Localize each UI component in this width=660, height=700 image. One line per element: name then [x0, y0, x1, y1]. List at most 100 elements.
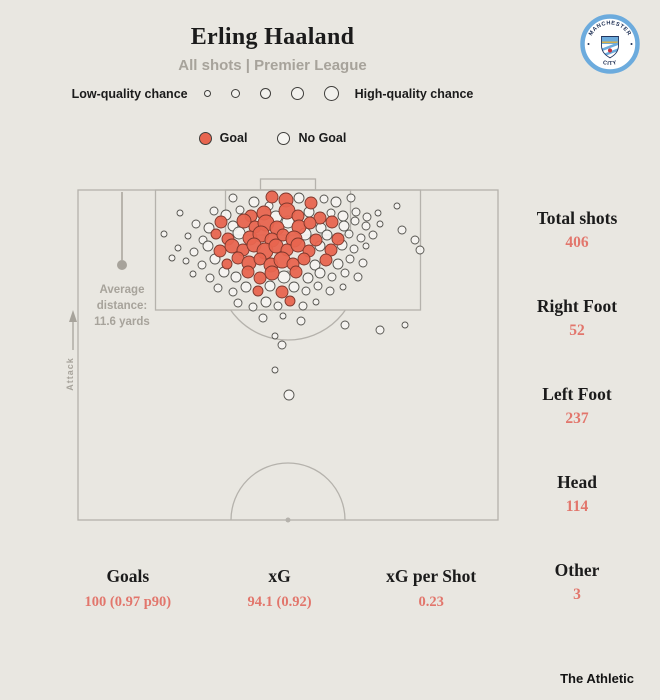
goal-shot-dot	[319, 253, 333, 267]
avg-distance-text-line2: distance:	[97, 300, 148, 312]
goal-shot-dot	[284, 295, 296, 307]
no-goal-shot-dot	[401, 321, 409, 329]
no-goal-shot-dot	[202, 240, 214, 252]
no-goal-shot-dot	[258, 313, 268, 323]
no-goal-shot-dot	[313, 281, 323, 291]
club-badge-graphic: MANCHESTER CITY	[580, 14, 640, 74]
goal-frame	[259, 178, 317, 191]
stat-value: 52	[569, 322, 585, 339]
no-goal-shot-dot	[203, 222, 215, 234]
no-goal-shot-dot	[330, 196, 342, 208]
no-goal-shot-dot	[283, 389, 295, 401]
stat-label: Total shots	[536, 208, 618, 228]
no-goal-shot-dot	[191, 219, 201, 229]
subtitle: All shots | Premier League	[178, 57, 367, 74]
no-goal-shot-dot	[182, 257, 190, 265]
stat-xg-per-shot: xG per Shot 0.23	[355, 566, 507, 611]
no-goal-shot-dot	[321, 229, 333, 241]
no-goal-shot-dot	[309, 259, 321, 271]
stat-label: Left Foot	[542, 384, 612, 404]
quality-size-dot	[290, 87, 304, 100]
goal-shot-dot	[221, 258, 233, 270]
stat-label: Head	[557, 472, 597, 492]
no-goal-shot-dot	[260, 296, 272, 308]
quality-size-dot	[203, 90, 211, 97]
stat-left-foot: Left Foot 237	[502, 384, 652, 472]
no-goal-shot-dot	[340, 268, 350, 278]
goal-shot-dot	[241, 265, 255, 279]
quality-size-dot	[323, 86, 339, 101]
goal-shot-dot	[325, 215, 339, 229]
goal-shot-dot	[210, 228, 222, 240]
no-goal-shot-dot	[340, 320, 350, 330]
low-quality-label: Low-quality chance	[71, 86, 188, 101]
no-goal-shot-dot	[230, 271, 242, 283]
goal-label: Goal	[219, 131, 248, 145]
no-goal-shot-dot	[351, 207, 361, 217]
stat-value: 406	[565, 234, 589, 251]
no-goal-shot-dot	[248, 302, 258, 312]
no-goal-shot-dot	[273, 301, 283, 311]
goal-shot-dot	[264, 265, 280, 281]
goal-shot-dot	[331, 232, 345, 246]
no-goal-shot-dot	[410, 235, 420, 245]
summary-stats: Goals 100 (0.97 p90) xG 94.1 (0.92) xG p…	[52, 566, 507, 611]
svg-text:CITY: CITY	[602, 60, 618, 67]
goal-shot-dot	[213, 244, 227, 258]
center-circle	[230, 462, 346, 521]
club-badge: MANCHESTER CITY	[580, 14, 640, 74]
no-goal-label: No Goal	[298, 131, 347, 145]
average-distance-marker	[117, 192, 127, 270]
no-goal-shot-dot	[293, 192, 305, 204]
no-goal-shot-dot	[314, 267, 326, 279]
no-goal-shot-dot	[279, 312, 287, 320]
goal-shot-dot	[252, 285, 264, 297]
quality-size-dot	[230, 89, 240, 98]
no-goal-shot-dot	[228, 193, 238, 203]
stat-label: Other	[554, 560, 600, 580]
no-goal-shot-dot	[168, 254, 176, 262]
goal-shot-dot	[253, 252, 267, 266]
no-goal-shot-dot	[353, 272, 363, 282]
no-goal-shot-dot	[325, 286, 335, 296]
shot-map-pitch: Average distance: 11.6 yards Attack	[65, 178, 499, 523]
goal-shot-dot	[289, 265, 303, 279]
no-goal-shot-dot	[319, 194, 329, 204]
badge-shield-outline	[601, 36, 619, 59]
badge-bottom-text: CITY	[602, 60, 617, 67]
goal-swatch-icon	[198, 131, 212, 145]
goal-legend-item: Goal	[198, 131, 248, 145]
shots-layer	[160, 190, 425, 401]
stat-label: xG per Shot	[386, 566, 477, 586]
stat-value: 100 (0.97 p90)	[84, 594, 172, 610]
no-goal-shot-dot	[338, 220, 350, 232]
no-goal-shot-dot	[327, 272, 337, 282]
no-goal-shot-dot	[271, 366, 279, 374]
no-goal-shot-dot	[349, 244, 359, 254]
goal-shot-dot	[297, 252, 311, 266]
goal-shot-dot	[290, 237, 306, 253]
no-goal-shot-dot	[302, 272, 314, 284]
stat-goals: Goals 100 (0.97 p90)	[52, 566, 204, 611]
header: Erling Haaland All shots | Premier Leagu…	[0, 24, 545, 74]
stat-head: Head 114	[502, 472, 652, 560]
no-goal-shot-dot	[344, 229, 354, 239]
no-goal-shot-dot	[235, 205, 245, 215]
no-goal-shot-dot	[376, 220, 384, 228]
no-goal-shot-dot	[397, 225, 407, 235]
no-goal-shot-dot	[339, 283, 347, 291]
stat-label: Goals	[106, 566, 150, 586]
no-goal-shot-dot	[248, 196, 260, 208]
no-goal-shot-dot	[240, 281, 252, 293]
no-goal-shot-dot	[189, 270, 197, 278]
stat-total-shots: Total shots 406	[502, 208, 652, 296]
no-goal-shot-dot	[197, 260, 207, 270]
no-goal-shot-dot	[362, 242, 370, 250]
goal-shot-dot	[309, 233, 323, 247]
stat-value: 94.1 (0.92)	[247, 594, 312, 610]
center-mark	[285, 517, 291, 523]
no-goal-shot-dot	[277, 340, 287, 350]
no-goal-shot-dot	[205, 273, 215, 283]
no-goal-shot-dot	[301, 286, 311, 296]
